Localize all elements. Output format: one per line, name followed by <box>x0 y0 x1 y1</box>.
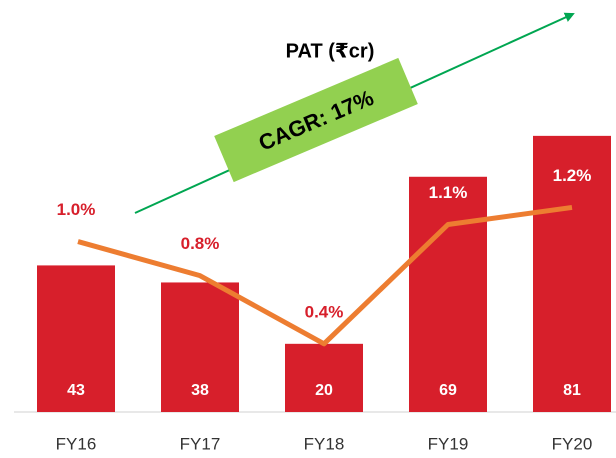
line-value-label: 1.1% <box>429 183 468 202</box>
x-tick-label: FY18 <box>304 434 345 453</box>
badge-box <box>214 57 418 183</box>
x-tick-label: FY17 <box>180 434 221 453</box>
bar <box>161 282 239 412</box>
x-tick-label: FY20 <box>552 434 593 453</box>
line <box>77 204 573 347</box>
bar-value-label: 38 <box>191 382 209 399</box>
bar-value-label: 69 <box>439 382 457 399</box>
chart-title: PAT (₹cr) <box>286 40 375 62</box>
line-value-label: 0.4% <box>305 302 344 321</box>
line-value-label: 0.8% <box>181 234 220 253</box>
line-value-label: 1.0% <box>57 200 96 219</box>
bar <box>533 135 611 412</box>
x-tick-label: FY19 <box>428 434 469 453</box>
bar <box>37 265 115 412</box>
cagr-badge: CAGR: 17% <box>214 57 418 183</box>
bar-value-label: 20 <box>315 382 333 399</box>
bar <box>285 343 363 412</box>
bar <box>409 176 487 412</box>
bar-value-label: 81 <box>563 382 581 399</box>
line-value-label: 1.2% <box>553 166 592 185</box>
x-tick-label: FY16 <box>56 434 97 453</box>
bar-value-label: 43 <box>67 382 85 399</box>
